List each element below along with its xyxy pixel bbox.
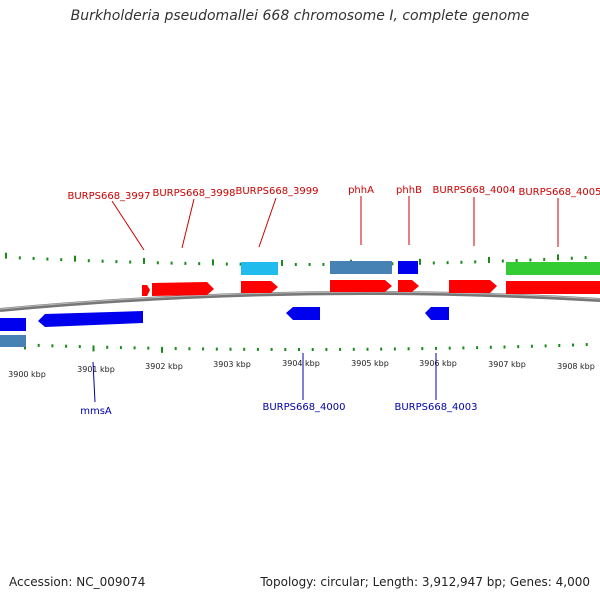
gene-label-fwd: phhA	[348, 185, 374, 196]
chromosome-backbone	[0, 290, 600, 312]
outer-tick-track	[5, 252, 587, 266]
gene-arrow-rev-mmsA	[38, 311, 143, 327]
forward-gene-labels: BURPS668_3997 BURPS668_3998 BURPS668_399…	[67, 185, 600, 251]
gene-label-fwd: phhB	[396, 185, 422, 196]
gene-arrow-fwd-1	[142, 285, 150, 296]
orf-blue-1	[398, 261, 418, 274]
gene-label-rev: BURPS668_4000	[262, 402, 345, 413]
map-title: Burkholderia pseudomallei 668 chromosome…	[70, 8, 530, 24]
leader-line	[181, 198, 195, 249]
genome-summary: Topology: circular; Length: 3,912,947 bp…	[260, 575, 590, 589]
scale-labels: 3900 kbp 3901 kbp 3902 kbp 3903 kbp 3904 kbp…	[8, 359, 595, 379]
orf-steel-blue-left	[0, 335, 26, 347]
scale-label: 3906 kbp	[419, 359, 457, 368]
scale-label: 3903 kbp	[213, 360, 251, 369]
gene-arrow-fwd-4	[330, 280, 392, 292]
orf-light-blue-1	[241, 262, 278, 275]
chromosome-backbone-highlight	[0, 291, 600, 310]
leader-line	[111, 200, 145, 251]
scale-label: 3901 kbp	[77, 365, 115, 374]
orf-steel-blue-1	[330, 261, 392, 274]
scale-label: 3902 kbp	[145, 362, 183, 371]
gene-label-fwd: BURPS668_3998	[152, 188, 235, 199]
gene-arrow-fwd-7	[506, 281, 600, 294]
gene-label-rev: BURPS668_4003	[394, 402, 477, 413]
gene-arrow-rev-left	[0, 318, 26, 331]
scale-label: 3907 kbp	[488, 360, 526, 369]
gene-arrow-rev-4000	[286, 307, 320, 320]
gene-arrow-fwd-2	[152, 282, 214, 296]
reverse-gene-labels: mmsA BURPS668_4000 BURPS668_4003	[80, 353, 478, 417]
leader-line	[258, 197, 277, 248]
gene-label-fwd: BURPS668_4005	[518, 187, 600, 198]
scale-label: 3904 kbp	[282, 359, 320, 368]
scale-label: 3908 kbp	[557, 362, 595, 371]
gene-arrow-fwd-3	[241, 281, 278, 293]
gene-arrow-rev-4003	[425, 307, 449, 320]
gene-label-fwd: BURPS668_3999	[235, 186, 318, 197]
scale-label: 3900 kbp	[8, 370, 46, 379]
gene-label-fwd: BURPS668_4004	[432, 185, 515, 196]
gene-arrow-fwd-5	[398, 280, 419, 292]
gene-arrow-fwd-6	[449, 280, 497, 293]
gene-label-fwd: BURPS668_3997	[67, 191, 150, 202]
inner-tick-track	[24, 343, 588, 353]
leader-line	[92, 361, 96, 403]
accession-label: Accession: NC_009074	[9, 575, 146, 589]
scale-label: 3905 kbp	[351, 359, 389, 368]
gene-label-rev: mmsA	[80, 406, 112, 417]
orf-green-1	[506, 262, 600, 275]
